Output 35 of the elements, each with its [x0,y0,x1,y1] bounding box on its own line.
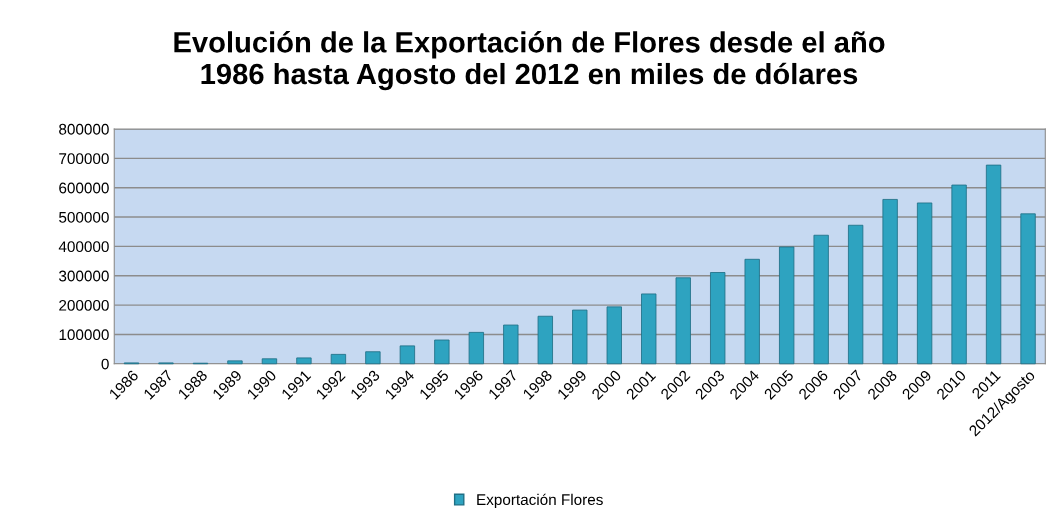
y-tick-label: 600000 [59,182,109,194]
chart-title: Evolución de la Exportación de Flores desde el año 1986 hasta Agosto del 2012 en miles de dólares [174,30,885,91]
bar [296,357,312,365]
bar [606,306,622,365]
y-tick-label: 800000 [59,123,109,135]
bar [572,309,588,365]
bar [744,258,760,365]
bar [365,351,381,365]
bar [813,234,829,365]
bar [675,277,691,365]
bar [399,345,416,365]
y-tick-label: 300000 [59,270,109,282]
y-tick-label: 0 [101,358,109,370]
bar [227,360,243,365]
bar [468,331,484,365]
bar [882,199,898,365]
bar [847,224,864,365]
legend-label: Exportación Flores [477,493,603,509]
bar [951,184,967,365]
y-tick-label: 200000 [59,299,109,311]
bar [641,293,657,365]
bar [985,164,1002,365]
y-tick-label: 500000 [59,211,109,223]
bar [261,358,278,365]
bar [434,339,450,365]
y-tick-label: 700000 [59,153,109,165]
bar [1020,213,1036,365]
bar [710,272,726,365]
bar [537,315,553,365]
bar [503,324,519,365]
y-tick-label: 100000 [59,329,109,341]
bar [916,202,933,365]
y-tick-label: 400000 [58,241,109,253]
bar [330,353,347,365]
bar [779,246,795,365]
